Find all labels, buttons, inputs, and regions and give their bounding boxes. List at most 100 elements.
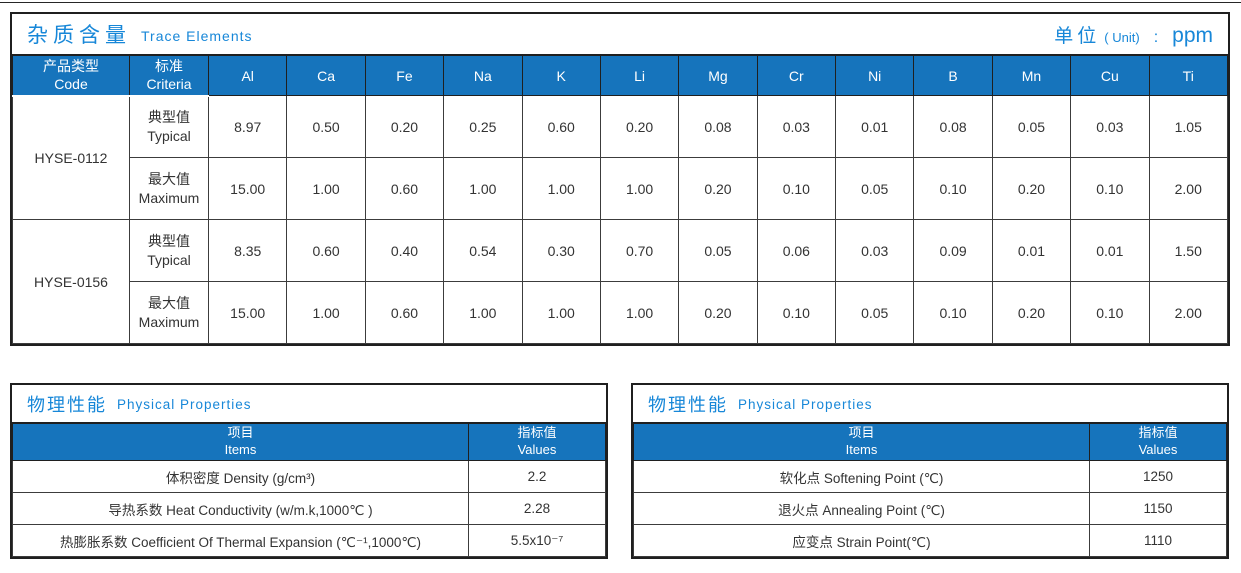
item-cell: 导热系数 Heat Conductivity (w/m.k,1000℃ ) (12, 492, 469, 525)
criteria-cell-maximum: 最大值 Maximum (129, 157, 209, 220)
trace-elements-title-bar: 杂质含量 Trace Elements 单位 ( Unit) : ppm (12, 14, 1228, 55)
criteria-typical-en: Typical (147, 127, 191, 144)
column-header-code: 产品类型 Code (12, 55, 130, 97)
criteria-cell-maximum: 最大值 Maximum (129, 281, 209, 344)
value-cell: 0.70 (599, 219, 680, 282)
unit-value: ppm (1172, 23, 1213, 47)
table-row-strain-point: 应变点 Strain Point(℃) 1110 (633, 524, 1227, 557)
column-header-values: 指标值 Values (468, 423, 606, 461)
value-cell: 0.03 (1070, 95, 1150, 158)
column-header-element-k: K (521, 55, 601, 96)
value-cell: 0.05 (834, 157, 915, 220)
physical-properties-left-table: 项目 Items 指标值 Values 体积密度 Density (g/cm³)… (12, 423, 606, 557)
criteria-typical-zh: 典型值 (148, 108, 190, 125)
value-cell: 0.20 (599, 95, 680, 158)
column-header-values-zh: 指标值 (1138, 425, 1178, 441)
value-cell: 0.08 (678, 95, 758, 158)
column-header-items: 项目 Items (633, 423, 1090, 461)
value-cell: 0.10 (1070, 157, 1150, 220)
value-cell: 0.05 (678, 219, 758, 282)
column-header-code-en: Code (54, 76, 88, 93)
column-header-values-en: Values (517, 442, 557, 457)
item-cell: 退火点 Annealing Point (℃) (633, 492, 1090, 525)
value-cell: 1.00 (286, 157, 366, 220)
phys-header-row: 项目 Items 指标值 Values (633, 423, 1227, 461)
trace-elements-panel: 杂质含量 Trace Elements 单位 ( Unit) : ppm 产品类… (10, 12, 1230, 346)
value-cell: 1.00 (521, 281, 601, 344)
value-cell: 0.10 (1070, 281, 1150, 344)
value-cell: 1150 (1089, 492, 1227, 525)
value-cell: 0.01 (834, 95, 915, 158)
column-header-element-ca: Ca (286, 55, 366, 96)
product-code-cell: HYSE-0112 (12, 95, 130, 220)
value-cell: 0.06 (756, 219, 837, 282)
value-cell: 1.50 (1148, 219, 1228, 282)
value-cell: 0.03 (834, 219, 915, 282)
value-cell: 0.20 (364, 95, 445, 158)
phys-title-en: Physical Properties (117, 397, 252, 412)
column-header-element-b: B (913, 55, 993, 96)
column-header-items-en: Items (845, 442, 878, 457)
value-cell: 0.10 (756, 281, 837, 344)
column-header-element-cu: Cu (1070, 55, 1150, 96)
unit-label-zh: 单位 (1054, 25, 1101, 47)
value-cell: 0.10 (756, 157, 837, 220)
value-cell: 0.09 (913, 219, 993, 282)
value-cell: 0.10 (913, 157, 993, 220)
phys-header-row: 项目 Items 指标值 Values (12, 423, 606, 461)
criteria-maximum-en: Maximum (138, 313, 200, 330)
value-cell: 1.00 (443, 281, 523, 344)
column-header-items-zh: 项目 (848, 425, 875, 441)
value-cell: 1110 (1089, 524, 1227, 557)
trace-header-row: 产品类型 Code 标准 Criteria Al Ca Fe Na K Li M… (12, 55, 1228, 97)
table-row-hyse0156-maximum: 最大值 Maximum 15.00 1.00 0.60 1.00 1.00 1.… (13, 281, 1228, 344)
criteria-cell-typical: 典型值 Typical (129, 95, 209, 158)
value-cell: 0.01 (991, 219, 1072, 282)
column-header-items: 项目 Items (12, 423, 469, 461)
physical-properties-right-title-bar: 物理性能 Physical Properties (633, 385, 1227, 423)
table-row-thermal-expansion: 热膨胀系数 Coefficient Of Thermal Expansion (… (12, 524, 606, 557)
value-cell: 1.00 (521, 157, 601, 220)
value-cell: 0.60 (364, 157, 445, 220)
column-header-criteria-zh: 标准 (155, 58, 183, 75)
value-cell: 2.00 (1148, 281, 1228, 344)
value-cell: 1.00 (443, 157, 523, 220)
criteria-maximum-zh: 最大值 (148, 294, 190, 311)
value-cell: 2.00 (1148, 157, 1228, 220)
table-row-hyse0112-typical: HYSE-0112 典型值 Typical 8.97 0.50 0.20 0.2… (12, 95, 1228, 220)
value-cell: 1.00 (599, 281, 680, 344)
value-cell: 0.60 (521, 95, 601, 158)
unit-label-en: ( Unit) (1104, 29, 1140, 45)
value-cell: 2.28 (468, 492, 606, 525)
page-top-divider (0, 2, 1241, 3)
physical-properties-right-table: 项目 Items 指标值 Values 软化点 Softening Point … (633, 423, 1227, 557)
value-cell: 0.60 (286, 219, 366, 282)
unit-colon: : (1153, 28, 1159, 46)
value-cell: 2.2 (468, 460, 606, 493)
trace-title-zh: 杂质含量 (27, 24, 131, 47)
table-row-annealing-point: 退火点 Annealing Point (℃) 1150 (633, 492, 1227, 525)
value-cell: 0.54 (443, 219, 523, 282)
value-cell: 5.5x10⁻⁷ (468, 524, 606, 557)
column-header-criteria: 标准 Criteria (129, 55, 209, 97)
table-row-hyse0112-maximum: 最大值 Maximum 15.00 1.00 0.60 1.00 1.00 1.… (13, 157, 1228, 220)
value-cell: 0.30 (521, 219, 601, 282)
column-header-element-al: Al (207, 55, 288, 96)
phys-title-en: Physical Properties (738, 397, 873, 412)
item-cell: 体积密度 Density (g/cm³) (12, 460, 469, 493)
value-cell: 0.20 (678, 281, 758, 344)
column-header-values: 指标值 Values (1089, 423, 1227, 461)
table-row-density: 体积密度 Density (g/cm³) 2.2 (12, 460, 606, 493)
physical-properties-left-title-bar: 物理性能 Physical Properties (12, 385, 606, 423)
table-row-softening-point: 软化点 Softening Point (℃) 1250 (633, 460, 1227, 493)
value-cell: 0.20 (991, 157, 1072, 220)
item-cell: 软化点 Softening Point (℃) (633, 460, 1090, 493)
value-cell: 1.00 (286, 281, 366, 344)
column-header-items-en: Items (224, 442, 257, 457)
column-header-criteria-en: Criteria (146, 76, 192, 93)
value-cell: 0.40 (364, 219, 445, 282)
column-header-element-mg: Mg (678, 55, 758, 96)
phys-title-zh: 物理性能 (648, 394, 728, 415)
column-header-values-zh: 指标值 (517, 425, 557, 441)
value-cell: 1.00 (599, 157, 680, 220)
